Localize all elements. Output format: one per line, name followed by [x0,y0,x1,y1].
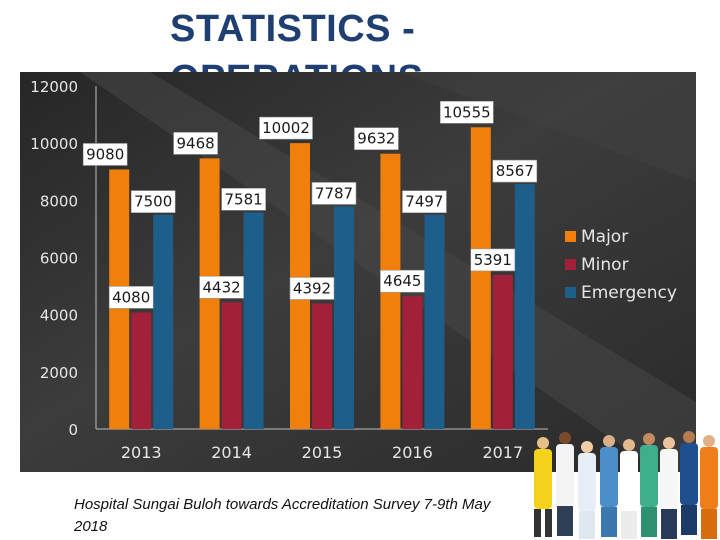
bar-emergency-2017 [514,184,535,429]
bar-major-2017 [470,127,491,429]
data-label: 5391 [474,251,512,269]
bar-minor-2017 [492,274,513,429]
x-tick-label: 2016 [392,443,433,462]
data-label-box [492,159,538,183]
legend-label-major: Major [581,227,628,247]
y-tick-label: 2000 [40,364,78,382]
staff-figures [534,431,718,539]
data-label-box [173,132,218,155]
bar-minor-2013 [131,312,152,429]
x-tick-label: 2014 [211,443,252,462]
bar-emergency-2014 [243,212,264,429]
data-label-box [108,286,154,309]
slide-title-line1: STATISTICS - [170,8,416,50]
data-label: 4432 [203,278,241,296]
chart-background-streak-upper [400,72,696,182]
data-label: 7581 [225,190,263,208]
x-tick-label: 2015 [302,443,343,462]
footer-caption: Hospital Sungai Buloh towards Accreditat… [74,496,491,535]
bar-emergency-2015 [334,206,354,429]
x-tick-label: 2017 [482,443,523,462]
data-label-box [402,190,447,214]
data-label: 10555 [443,103,491,121]
data-label: 7500 [134,193,172,211]
data-label-box [289,277,335,300]
data-label: 9468 [177,134,215,152]
legend-swatch-major [565,231,576,242]
legend: Major Minor Emergency [565,227,677,303]
y-tick-label: 12000 [30,78,78,96]
data-label: 7497 [405,193,443,211]
data-label-box [130,190,176,213]
data-label-box [259,116,313,140]
y-tick-label: 0 [68,421,78,439]
y-tick-label: 6000 [40,250,78,268]
data-label: 9080 [86,145,124,163]
data-label: 10002 [262,119,310,137]
data-label: 4080 [112,288,150,306]
y-tick-label: 4000 [40,307,78,325]
data-label: 8567 [496,162,534,180]
data-label-box [439,101,494,124]
data-label-box [199,276,244,299]
medical-staff-illustration [534,431,718,539]
data-label-box [380,269,425,293]
data-label: 7787 [315,184,353,202]
legend-label-emergency: Emergency [581,283,677,303]
legend-label-minor: Minor [581,255,629,275]
bar-minor-2016 [402,296,423,429]
data-label: 4645 [383,272,421,290]
data-label: 4392 [293,279,331,297]
bar-emergency-2016 [424,214,445,429]
legend-swatch-emergency [565,287,576,298]
data-label-box [82,143,128,166]
bars: 9080 4080 7500 9468 4432 7581 10002 4392 7787 963… [82,101,538,430]
bar-chart: 0 2000 4000 6000 8000 10000 12000 9080 4080 7500… [20,72,696,472]
data-label-box [311,182,357,205]
x-tick-labels: 2013 2014 2015 2016 2017 [121,443,523,462]
y-tick-labels: 0 2000 4000 6000 8000 10000 12000 [30,78,78,439]
bar-emergency-2013 [153,214,174,429]
legend-swatch-minor [565,259,576,270]
bar-minor-2015 [312,303,332,429]
data-label-box [354,127,399,150]
data-label-box [221,188,266,211]
data-label: 9632 [357,130,395,148]
y-tick-label: 8000 [40,192,78,210]
bar-chart-panel: 0 2000 4000 6000 8000 10000 12000 9080 4080 7500… [20,72,696,472]
bar-minor-2014 [221,302,242,429]
data-label-box [470,248,516,272]
y-tick-label: 10000 [30,135,78,153]
x-tick-label: 2013 [121,443,162,462]
